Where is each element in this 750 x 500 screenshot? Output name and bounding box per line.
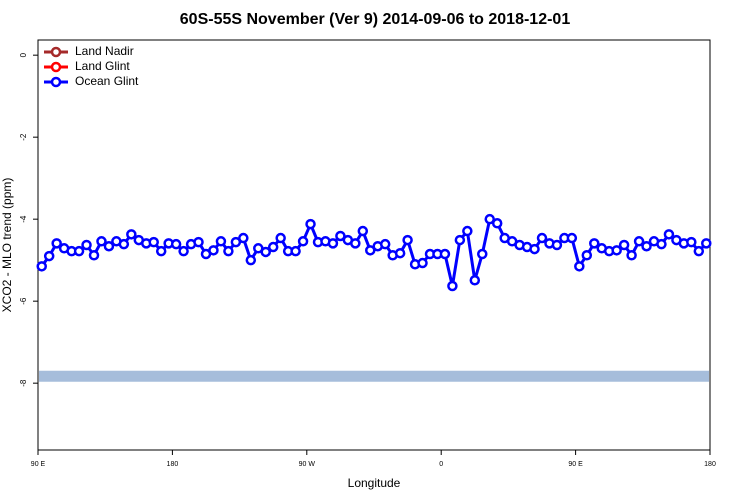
data-point — [305, 218, 316, 230]
data-point — [693, 245, 705, 257]
x-tick-label: 90 E — [568, 461, 583, 468]
data-point — [43, 250, 55, 262]
data-point — [357, 225, 369, 237]
data-point — [574, 261, 585, 272]
data-point — [103, 240, 115, 252]
x-tick-label: 90 E — [31, 461, 46, 468]
x-tick-label: 180 — [167, 461, 179, 468]
data-point — [611, 245, 622, 256]
data-point — [469, 275, 481, 286]
data-point — [529, 243, 540, 255]
data-point — [686, 236, 697, 248]
x-tick-label: 90 W — [299, 461, 316, 468]
data-point — [290, 245, 301, 257]
data-point — [663, 229, 675, 240]
data-point — [208, 245, 219, 256]
data-point — [656, 238, 667, 250]
data-point — [589, 238, 600, 249]
data-point — [551, 239, 563, 251]
data-point — [447, 280, 458, 292]
data-point — [215, 236, 227, 247]
data-point — [36, 261, 47, 272]
legend-marker — [50, 61, 62, 73]
legend-marker — [50, 76, 62, 88]
data-point — [81, 239, 92, 251]
data-point — [126, 229, 137, 240]
data-point — [193, 236, 204, 248]
data-point — [641, 240, 652, 252]
data-point — [417, 257, 428, 269]
data-point — [484, 213, 495, 225]
data-point — [155, 245, 167, 257]
data-point — [626, 250, 637, 261]
x-axis-label: Longitude — [348, 476, 401, 490]
data-point — [379, 238, 391, 250]
data-point — [148, 236, 159, 248]
data-point — [275, 232, 286, 244]
data-point — [491, 218, 503, 229]
y-tick-label: -6 — [19, 297, 28, 305]
data-point — [335, 230, 346, 242]
data-point — [618, 239, 630, 251]
legend-label: Land Glint — [75, 59, 130, 73]
y-axis-label: XCO2 - MLO trend (ppm) — [0, 178, 14, 313]
data-point — [170, 238, 182, 250]
data-point — [223, 245, 234, 257]
data-point — [178, 245, 189, 257]
data-point — [267, 241, 279, 253]
data-point — [701, 238, 712, 249]
data-point — [536, 232, 548, 244]
y-tick-label: 0 — [19, 52, 28, 57]
data-point — [633, 236, 645, 247]
data-point — [350, 238, 361, 249]
data-point — [96, 236, 107, 247]
data-point — [118, 238, 130, 250]
x-tick-label: 0 — [439, 461, 443, 468]
data-point — [51, 238, 62, 249]
y-tick-label: -2 — [19, 133, 28, 141]
data-point — [477, 248, 488, 260]
data-point — [439, 248, 451, 260]
data-point — [402, 234, 413, 246]
data-point — [230, 236, 242, 248]
data-point — [88, 250, 100, 261]
data-point — [462, 225, 473, 237]
legend-label: Land Nadir — [75, 44, 134, 58]
data-point — [581, 250, 593, 261]
data-point — [394, 247, 406, 259]
data-point — [73, 245, 85, 257]
data-point — [454, 234, 466, 246]
data-point — [566, 232, 578, 244]
chart-title: 60S-55S November (Ver 9) 2014-09-06 to 2… — [180, 11, 571, 28]
legend-marker — [50, 46, 62, 58]
data-point — [365, 245, 376, 256]
legend-label: Ocean Glint — [75, 74, 139, 88]
x-tick-label: 180 — [704, 461, 716, 468]
y-tick-label: -8 — [19, 379, 28, 387]
data-point — [327, 238, 339, 249]
y-tick-label: -4 — [19, 215, 28, 223]
data-point — [245, 254, 257, 266]
data-point — [238, 232, 249, 244]
data-point — [260, 246, 271, 258]
data-point — [297, 236, 309, 247]
